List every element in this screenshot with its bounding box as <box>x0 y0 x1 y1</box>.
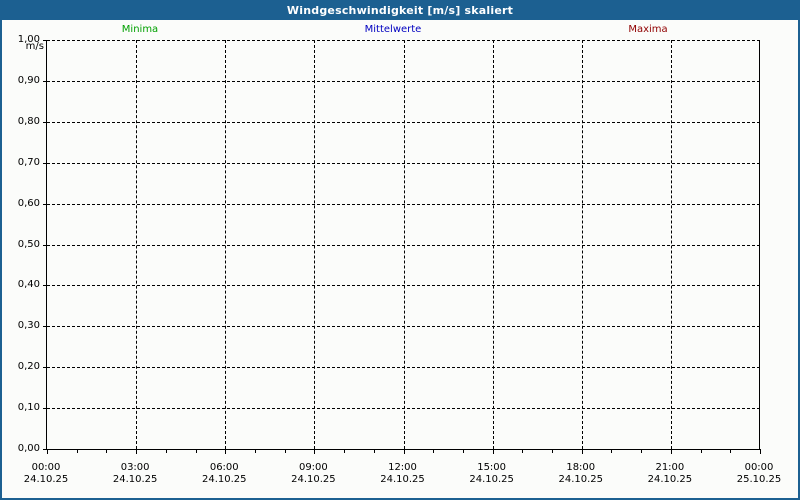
y-axis-tick <box>43 244 47 246</box>
x-axis-tick <box>76 449 78 453</box>
x-axis-tick <box>522 449 524 453</box>
y-axis-label: 0,90 <box>17 74 40 86</box>
legend-item-maxima: Maxima <box>628 24 668 35</box>
x-axis-tick <box>462 449 464 453</box>
x-axis-tick <box>254 449 256 453</box>
y-axis-tick <box>43 285 47 287</box>
y-axis-label: 0,80 <box>17 115 40 127</box>
x-axis-label-time: 06:00 <box>209 462 239 473</box>
y-axis-tick <box>43 203 47 205</box>
x-axis-tick <box>195 449 197 453</box>
y-axis-label: 0,20 <box>17 361 40 373</box>
gridline-vertical <box>225 40 227 449</box>
x-axis-tick <box>433 449 435 453</box>
x-axis-label-date: 24.10.25 <box>23 474 69 485</box>
y-axis-tick <box>43 449 47 450</box>
y-axis-label: 0,50 <box>17 238 40 250</box>
y-axis-tick <box>43 326 47 328</box>
x-axis-tick <box>611 449 613 453</box>
x-axis-label: 00:00 24.10.25 <box>11 462 81 486</box>
x-axis-tick <box>730 449 732 453</box>
y-axis-tick <box>43 162 47 164</box>
x-axis-label-date: 24.10.25 <box>291 474 336 485</box>
gridline-vertical <box>314 40 316 449</box>
x-axis-label-date: 24.10.25 <box>558 474 604 485</box>
x-axis-label-time: 12:00 <box>388 462 417 473</box>
x-axis-label: 00:00 25.10.25 <box>724 462 794 486</box>
legend-item-mittelwerte: Mittelwerte <box>364 24 422 35</box>
x-axis-tick <box>136 449 138 454</box>
x-axis-label: 15:00 24.10.25 <box>457 462 527 486</box>
plot-area <box>43 40 761 454</box>
gridline-vertical <box>136 40 138 449</box>
x-axis-label-date: 25.10.25 <box>736 474 782 485</box>
x-axis-tick <box>700 449 702 453</box>
legend-item-minima: Minima <box>121 24 159 35</box>
x-axis-tick <box>165 449 167 453</box>
x-axis-label-date: 24.10.25 <box>201 474 247 485</box>
x-axis-label-time: 03:00 <box>120 462 150 473</box>
x-axis-tick <box>581 449 583 454</box>
x-axis-label: 06:00 24.10.25 <box>189 462 259 486</box>
x-axis-label-time: 21:00 <box>655 462 685 473</box>
y-axis-label: 0,70 <box>17 156 40 168</box>
y-axis-unit-label: m/s <box>25 41 44 52</box>
chart-legend: Minima Mittelwerte Maxima <box>2 22 798 38</box>
y-axis-label: 0,30 <box>17 320 40 332</box>
x-axis-label: 09:00 24.10.25 <box>278 462 348 486</box>
y-axis-label: 0,60 <box>17 197 40 209</box>
x-axis-tick <box>670 449 672 454</box>
x-axis-tick <box>314 449 316 454</box>
y-axis-tick <box>43 121 47 123</box>
gridline-vertical <box>492 40 494 449</box>
x-axis-label: 03:00 24.10.25 <box>100 462 170 486</box>
x-axis-tick <box>284 449 286 453</box>
y-axis-tick <box>43 367 47 369</box>
page-title: Windgeschwindigkeit [m/s] skaliert <box>2 2 798 20</box>
x-axis-label: 21:00 24.10.25 <box>635 462 705 486</box>
x-axis-tick <box>492 449 494 454</box>
y-axis-label: 1,00 <box>17 34 40 45</box>
x-axis-label: 18:00 24.10.25 <box>546 462 616 486</box>
x-axis-tick <box>373 449 375 453</box>
x-axis-label: 12:00 24.10.25 <box>368 462 438 486</box>
x-axis-tick <box>344 449 346 453</box>
x-axis-label-time: 15:00 <box>477 462 507 473</box>
x-axis-label-time: 09:00 <box>298 462 328 473</box>
gridline-vertical <box>670 40 672 449</box>
y-axis-tick <box>43 80 47 82</box>
x-axis-label-time: 00:00 <box>31 462 61 473</box>
x-axis-tick <box>760 449 761 454</box>
x-axis-label-date: 24.10.25 <box>469 474 514 485</box>
x-axis-tick <box>403 449 405 454</box>
gridline-vertical <box>403 40 405 449</box>
x-axis-tick <box>47 449 48 454</box>
x-axis-label-time: 00:00 <box>744 462 774 473</box>
x-axis-tick <box>552 449 554 453</box>
x-axis-label-time: 18:00 <box>566 462 596 473</box>
x-axis-label-date: 24.10.25 <box>380 474 425 485</box>
x-axis-tick <box>225 449 227 454</box>
y-axis-label: 0,10 <box>17 402 40 414</box>
y-axis-label: 0,40 <box>17 279 40 291</box>
y-axis-tick <box>43 408 47 410</box>
x-axis-label-date: 24.10.25 <box>647 474 693 485</box>
gridline-vertical <box>581 40 583 449</box>
y-axis-tick <box>43 40 47 41</box>
x-axis-label-date: 24.10.25 <box>112 474 158 485</box>
x-axis-tick <box>641 449 643 453</box>
x-axis-tick <box>106 449 108 453</box>
y-axis-label: 0,00 <box>17 443 40 454</box>
